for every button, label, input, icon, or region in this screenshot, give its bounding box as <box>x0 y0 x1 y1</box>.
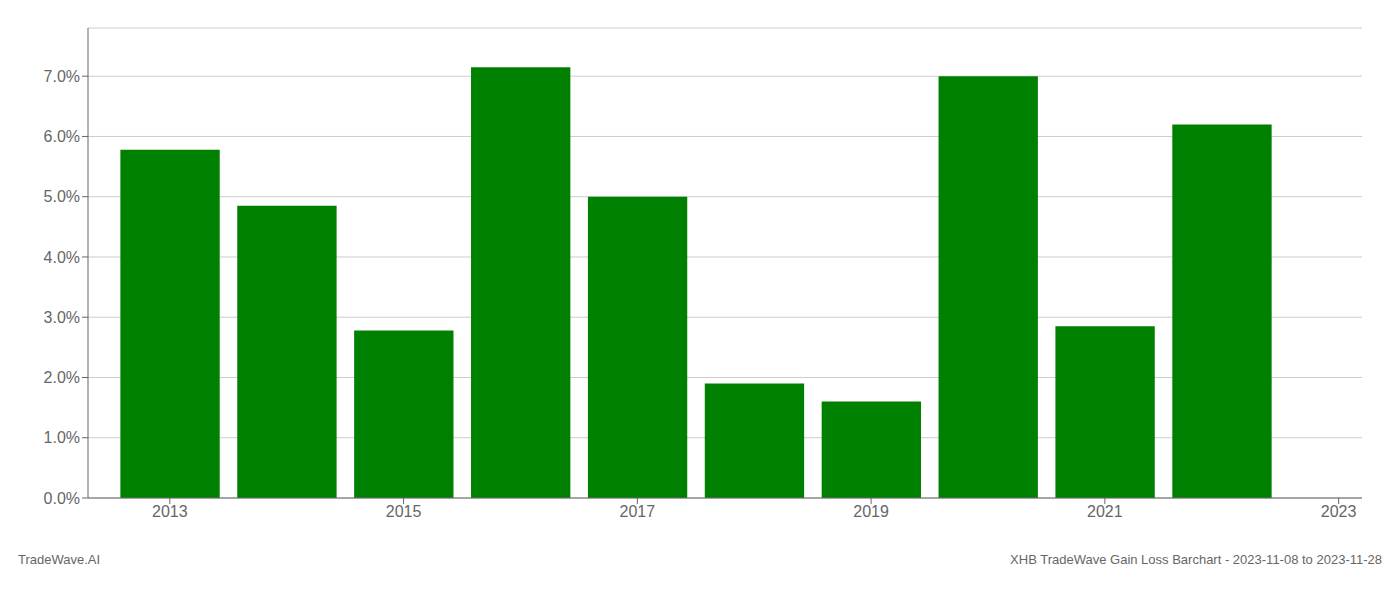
html-text:XHB TradeWave Gain Loss Barcha: XHB TradeWave Gain Loss Barchart - 2023-… <box>1010 552 1382 567</box>
svg-text:0.0%: 0.0% <box>44 490 80 507</box>
svg-text:7.0%: 7.0% <box>44 68 80 85</box>
html-text:TradeWave.AI: TradeWave.AI <box>18 552 101 567</box>
svg-text:1.0%: 1.0% <box>44 429 80 446</box>
svg-text:6.0%: 6.0% <box>44 128 80 145</box>
svg-text:2023: 2023 <box>1321 503 1357 520</box>
svg-text:2013: 2013 <box>152 503 188 520</box>
svg-text:3.0%: 3.0% <box>44 309 80 326</box>
svg-text:4.0%: 4.0% <box>44 249 80 266</box>
svg-text:2021: 2021 <box>1087 503 1123 520</box>
svg-text:2.0%: 2.0% <box>44 369 80 386</box>
svg-text:2017: 2017 <box>620 503 656 520</box>
svg-text:2019: 2019 <box>853 503 889 520</box>
svg-text:2015: 2015 <box>386 503 422 520</box>
svg-text:5.0%: 5.0% <box>44 188 80 205</box>
